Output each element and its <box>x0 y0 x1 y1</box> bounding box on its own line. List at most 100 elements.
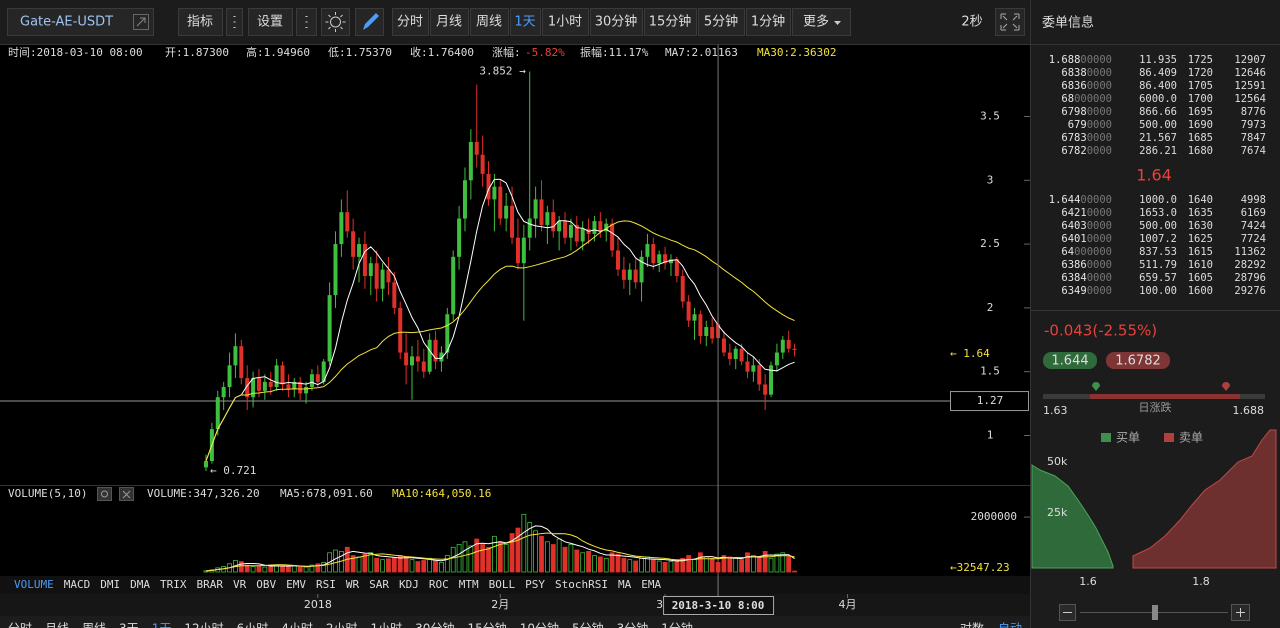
candle-body <box>727 352 732 359</box>
price-tail: 0000 <box>1087 207 1112 219</box>
indicator-tab[interactable]: VR <box>233 578 247 591</box>
volume-bar <box>297 565 303 573</box>
volume-bar <box>444 555 450 573</box>
price-head: 6798 <box>1061 106 1086 118</box>
volume-bar <box>403 556 409 573</box>
button[interactable] <box>178 8 223 36</box>
indicator-tab[interactable]: MTM <box>459 578 479 591</box>
settings-icon[interactable] <box>97 487 112 501</box>
bottom-interval[interactable]: 1分钟 <box>661 621 693 628</box>
candle-body <box>598 221 603 232</box>
candle-body <box>462 180 467 219</box>
indicator-tab[interactable]: BRAR <box>197 578 224 591</box>
y-tick-label: 1 <box>987 429 994 442</box>
indicator-tab[interactable]: MA <box>618 578 632 591</box>
bottom-option[interactable]: 对数 <box>960 621 984 628</box>
symbol-box[interactable] <box>7 8 154 36</box>
indicator-tab[interactable]: EMA <box>641 578 661 591</box>
indicator-tab[interactable]: OBV <box>256 578 276 591</box>
bottom-interval[interactable]: 周线 <box>82 622 106 628</box>
indicator-tab[interactable]: VOLUME <box>14 578 54 591</box>
interval-button[interactable] <box>644 8 697 36</box>
volume-bar <box>309 564 315 573</box>
indicator-tab[interactable]: EMV <box>286 578 306 591</box>
bottom-interval[interactable]: 5分钟 <box>572 621 604 628</box>
indicator-tab[interactable]: DMA <box>130 578 150 591</box>
interval-button[interactable] <box>698 8 745 36</box>
indicator-tab[interactable]: PSY <box>525 578 545 591</box>
indicator-tab[interactable]: DMI <box>100 578 120 591</box>
order-amount: 100.00 <box>1139 285 1177 297</box>
interval-button[interactable] <box>792 8 851 36</box>
indicator-tab[interactable]: MACD <box>64 578 91 591</box>
order-amount: 286.21 <box>1139 145 1177 157</box>
bottom-interval[interactable]: 10分钟 <box>520 621 559 628</box>
indicator-tab[interactable]: StochRSI <box>555 578 608 591</box>
price-head: 68 <box>1061 93 1074 105</box>
interval-button[interactable] <box>590 8 643 36</box>
indicator-tab[interactable]: WR <box>346 578 360 591</box>
interval-button[interactable] <box>430 8 469 36</box>
bottom-interval[interactable]: 分时 <box>8 622 32 628</box>
range-title: 日涨跌 <box>1139 400 1172 414</box>
volume-bar <box>380 559 385 573</box>
bottom-interval[interactable]: 15分钟 <box>467 621 506 628</box>
bottom-interval[interactable]: 月线 <box>45 622 69 628</box>
indicator-tab[interactable]: BOLL <box>489 578 516 591</box>
volume-bar <box>509 533 515 573</box>
order-price: 63840000 <box>1061 272 1112 284</box>
candle-body <box>686 301 691 321</box>
interval-button[interactable] <box>542 8 589 36</box>
interval-button[interactable] <box>746 8 791 36</box>
candle-body <box>498 186 503 219</box>
bottom-interval[interactable]: 4小时 <box>281 622 313 628</box>
indicator-tab[interactable]: RSI <box>316 578 336 591</box>
fullscreen-button[interactable] <box>995 8 1025 36</box>
order-total: 4998 <box>1241 194 1266 206</box>
depth-y-label: 25k <box>1047 506 1068 519</box>
ask-button[interactable] <box>1106 352 1170 369</box>
candle-body <box>333 244 338 296</box>
range-marker <box>1092 382 1100 391</box>
interval-button[interactable] <box>470 8 509 36</box>
annotation: ← 0.721 <box>210 464 256 477</box>
volume-bar <box>456 544 462 573</box>
annotation: 3.852 → <box>479 65 526 78</box>
volume-bar <box>285 566 291 573</box>
order-level: 1600 <box>1188 285 1213 297</box>
bottom-interval[interactable]: 3分钟 <box>617 621 649 628</box>
panel-title: 委单信息 <box>1042 15 1094 31</box>
bottom-interval[interactable]: 2小时 <box>326 622 358 628</box>
price-head: 6783 <box>1061 132 1086 144</box>
order-level: 1720 <box>1188 67 1213 79</box>
indicator-tab[interactable]: ROC <box>429 578 449 591</box>
sun-icon <box>330 16 341 28</box>
popout-icon[interactable] <box>133 14 149 30</box>
bottom-interval[interactable]: 12小时 <box>184 622 223 628</box>
button[interactable] <box>248 8 293 36</box>
bottom-option[interactable]: 自动 <box>998 622 1022 628</box>
indicator-tabs: VOLUME MACD DMI DMA TRIX BRAR VR OBV EMV RSI WR SAR… <box>14 578 661 591</box>
interval-button[interactable] <box>392 8 429 36</box>
price-tail: 0000 <box>1087 285 1112 297</box>
volume-bar <box>250 566 256 573</box>
bottom-interval[interactable]: 6小时 <box>237 622 269 628</box>
order-total: 7424 <box>1241 220 1266 232</box>
order-total: 6169 <box>1241 207 1266 219</box>
indicator-tab[interactable]: TRIX <box>160 578 187 591</box>
indicator-tab[interactable]: SAR <box>369 578 389 591</box>
bid-button[interactable] <box>1043 352 1097 369</box>
indicator-tab[interactable]: KDJ <box>399 578 419 591</box>
order-total: 12646 <box>1234 67 1266 79</box>
bottom-interval[interactable]: 30分钟 <box>415 621 454 628</box>
candle-body <box>633 269 638 283</box>
interval-button[interactable] <box>510 8 541 36</box>
order-total: 7724 <box>1241 233 1266 245</box>
zoom-knob[interactable] <box>1152 605 1158 620</box>
bottom-interval[interactable]: 1小时 <box>371 622 403 628</box>
info-item: MA30:2.36302 <box>757 46 836 59</box>
ask-price: 1.6782 <box>1115 354 1161 369</box>
bottom-interval[interactable]: 1天 <box>152 622 172 628</box>
bottom-interval[interactable]: 3天 <box>119 622 139 628</box>
candle-body <box>280 365 285 385</box>
